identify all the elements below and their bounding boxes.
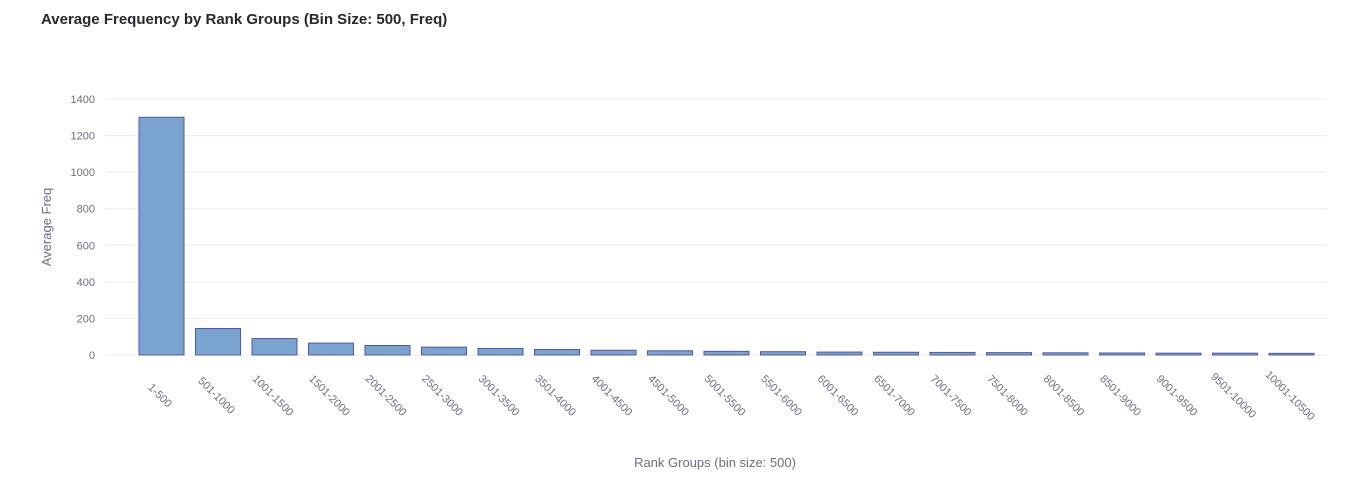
bar (1042, 352, 1089, 356)
bars (138, 116, 1315, 356)
y-tick-label: 0 (89, 350, 95, 362)
bar (251, 338, 298, 356)
x-tick-label: 4001-4500 (589, 373, 635, 419)
x-tick-label: 9501-10000 (1208, 371, 1258, 421)
bar (873, 351, 919, 356)
bar (647, 350, 693, 356)
bar (1155, 352, 1202, 356)
y-tick-label: 1000 (71, 167, 95, 179)
x-tick-label: 10001-10500 (1262, 369, 1316, 423)
bar (703, 350, 750, 356)
x-tick-label: 7001-7500 (928, 373, 974, 419)
bar (929, 351, 976, 356)
gridlines (105, 98, 1327, 356)
x-tick-label: 1001-1500 (250, 373, 296, 419)
bar (421, 346, 467, 356)
bar (308, 342, 354, 356)
bar (816, 351, 863, 356)
bar (195, 327, 241, 356)
x-tick-label: 3001-3500 (476, 373, 522, 419)
bar (1212, 352, 1258, 356)
x-tick-label: 8501-9000 (1097, 373, 1143, 419)
y-tick-label: 400 (77, 277, 95, 289)
bar (364, 344, 411, 356)
y-tick-label: 1200 (71, 131, 95, 143)
bar (534, 349, 580, 356)
x-tick-label: 2001-2500 (363, 373, 409, 419)
x-tick-label: 501-1000 (195, 375, 236, 416)
y-tick-label: 600 (77, 240, 95, 252)
bar (138, 116, 185, 356)
x-tick-label: 9001-9500 (1154, 373, 1200, 419)
x-tick-label: 6501-7000 (871, 373, 917, 419)
bar (1099, 352, 1145, 356)
y-tick-label: 200 (77, 313, 95, 325)
x-tick-label: 5001-5500 (702, 373, 748, 419)
bar (986, 352, 1032, 356)
x-tick-label: 3501-4000 (532, 373, 578, 419)
x-tick-label: 1501-2000 (306, 373, 352, 419)
x-axis-label: Rank Groups (bin size: 500) (634, 455, 796, 470)
x-axis-ticks: 1-500 501-1000 1001-1500 1501-2000 2001-2500… (145, 369, 1316, 423)
x-tick-label: 7501-8000 (984, 373, 1030, 419)
x-tick-label: 8001-8500 (1041, 373, 1087, 419)
y-axis-ticks: 0 200 400 600 800 1000 1200 1400 (71, 94, 95, 362)
y-tick-label: 800 (77, 204, 95, 216)
x-tick-label: 4501-5000 (645, 373, 691, 419)
bar (590, 349, 637, 356)
y-tick-label: 1400 (71, 94, 95, 106)
bar (477, 347, 524, 356)
bar (760, 351, 806, 356)
bar (1268, 352, 1315, 356)
x-tick-label: 1-500 (145, 382, 173, 410)
chart-title: Average Frequency by Rank Groups (Bin Si… (41, 11, 448, 28)
y-axis-label: Average Freq (39, 188, 54, 267)
x-tick-label: 5501-6000 (758, 373, 804, 419)
x-tick-label: 6001-6500 (815, 373, 861, 419)
x-tick-label: 2501-3000 (419, 373, 465, 419)
